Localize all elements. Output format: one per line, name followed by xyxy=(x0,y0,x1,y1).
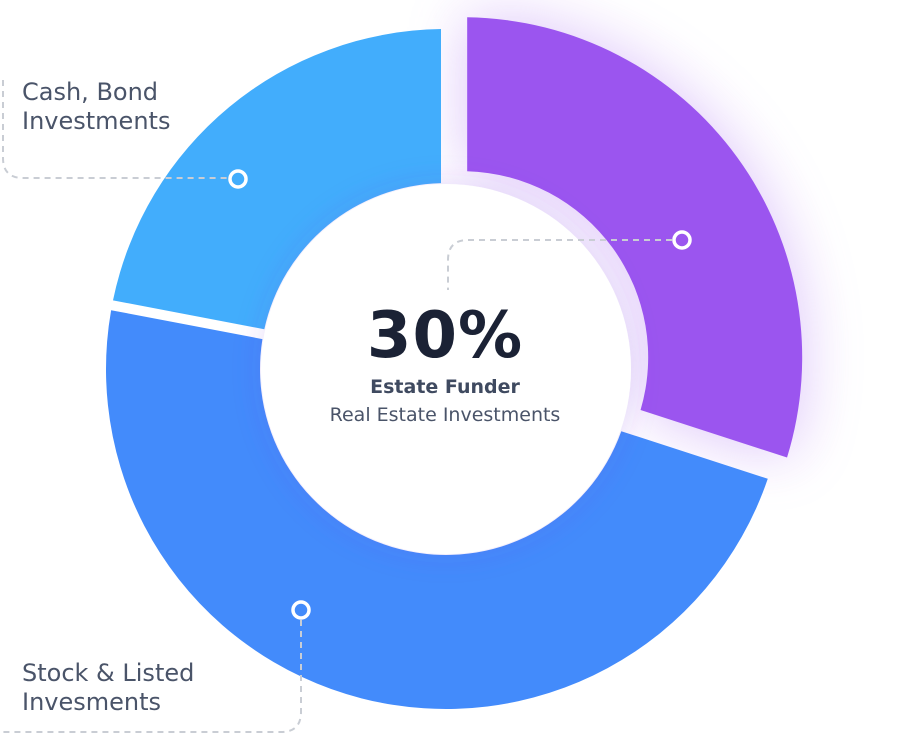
cash-bond-label: Cash, Bond Investments xyxy=(22,78,170,136)
stock-listed-label-line-1: Stock & Listed xyxy=(22,659,195,687)
cash-bond-label-line-2: Investments xyxy=(22,107,171,135)
center-subtitle: Real Estate Investments xyxy=(329,404,561,426)
stock-listed-label-line-2: Invesments xyxy=(22,688,162,716)
real-estate-connector xyxy=(447,239,672,290)
stock-listed-label: Stock & Listed Invesments xyxy=(22,659,194,717)
slice-stock-listed xyxy=(106,310,768,710)
center-percent: 30% xyxy=(366,299,524,373)
center-title: Estate Funder xyxy=(370,376,520,398)
cash-bond-marker xyxy=(228,169,248,189)
stock-listed-marker xyxy=(291,600,311,620)
slice-cash-bond xyxy=(112,29,442,330)
stock-listed-connector xyxy=(0,620,302,733)
slice-real-estate xyxy=(467,17,803,458)
center-summary: 30% Estate Funder Real Estate Investment… xyxy=(275,298,615,430)
cash-bond-connector xyxy=(2,80,228,179)
real-estate-marker xyxy=(672,230,692,250)
donut-center-disc xyxy=(261,184,631,554)
cash-bond-label-line-1: Cash, Bond xyxy=(22,78,159,106)
